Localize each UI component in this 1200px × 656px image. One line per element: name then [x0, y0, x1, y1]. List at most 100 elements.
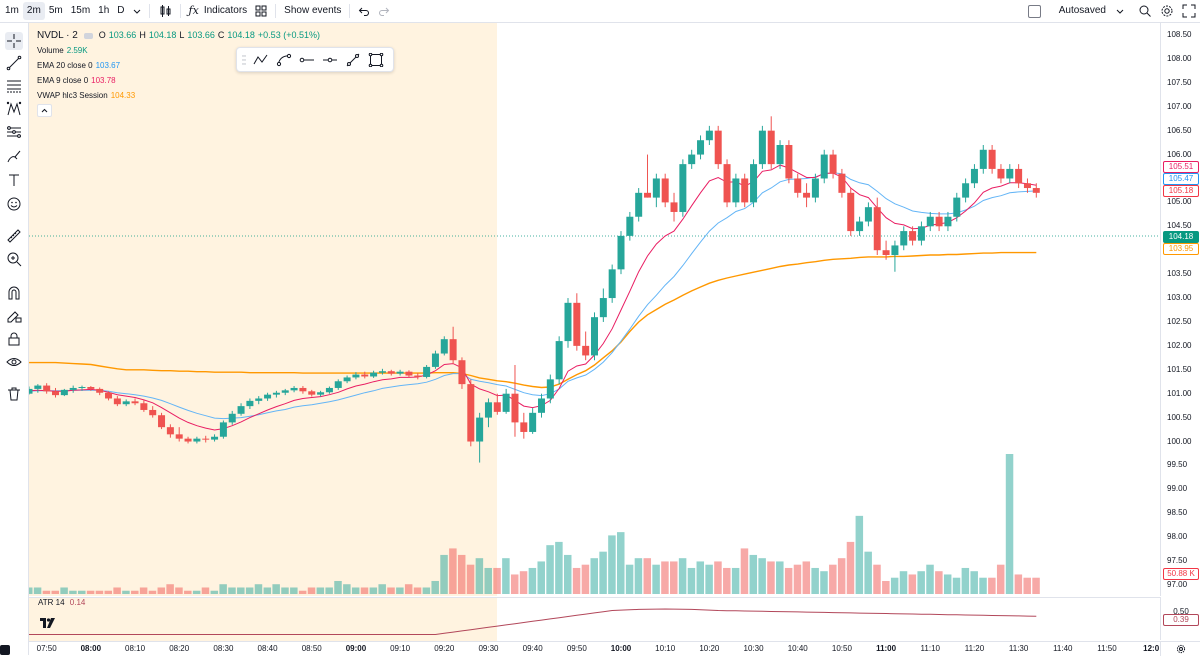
ohlc-low-label: L: [179, 30, 185, 40]
text-tool[interactable]: [5, 171, 23, 189]
atr-pane[interactable]: [29, 597, 1160, 641]
horizontal-line-icon: [323, 57, 337, 62]
layout-checkbox[interactable]: [1027, 4, 1041, 18]
interval-dropdown[interactable]: [129, 2, 145, 20]
vwap-legend-row[interactable]: VWAP hlc3 Session 104.33: [37, 88, 320, 103]
symbol-options-icon[interactable]: [83, 32, 93, 39]
volume-legend-row[interactable]: Volume 2.59K: [37, 43, 320, 58]
quick-search-button[interactable]: [1134, 2, 1156, 20]
indicators-button[interactable]: ƒx Indicators: [185, 2, 252, 20]
candle-body: [644, 192, 652, 198]
interval-1m[interactable]: 1m: [5, 5, 19, 16]
interval-2m[interactable]: 2m: [22, 2, 45, 20]
candle: [732, 173, 740, 208]
candle: [493, 393, 501, 415]
candle-body: [325, 387, 333, 393]
candle: [917, 221, 925, 246]
ray-tool-button[interactable]: [298, 51, 316, 69]
candle-body: [1023, 183, 1031, 189]
volume-bar: [484, 567, 492, 594]
volume-bar: [820, 571, 828, 594]
volume-bar: [661, 561, 669, 594]
candle-body: [308, 391, 316, 395]
fullscreen-button[interactable]: [1178, 2, 1200, 20]
extended-line-tool-button[interactable]: [344, 51, 362, 69]
bottom-corner-button[interactable]: [0, 645, 10, 655]
candle-body: [529, 412, 537, 432]
measure-tool[interactable]: [5, 227, 23, 245]
price-chart[interactable]: [29, 23, 1160, 596]
candle: [78, 385, 86, 391]
fib-tool[interactable]: [5, 77, 23, 95]
candle: [582, 331, 590, 361]
candle-body: [661, 178, 669, 203]
interval-15m[interactable]: 15m: [70, 5, 91, 16]
atr-value: 0.14: [69, 598, 86, 607]
candle-body: [281, 390, 289, 393]
axis-settings-corner[interactable]: [1160, 641, 1200, 656]
ohlc-high-label: H: [139, 30, 146, 40]
rectangle-icon: [368, 52, 384, 67]
autosave-button[interactable]: Autosaved: [1049, 2, 1128, 20]
candle: [909, 226, 917, 246]
crosshair-tool[interactable]: [5, 32, 23, 50]
time-tick: 08:30: [213, 644, 234, 653]
volume-bar: [723, 567, 731, 594]
symbol-title[interactable]: NVDL · 2: [37, 30, 78, 41]
projection-icon: [7, 126, 21, 138]
magnet-tool[interactable]: [5, 284, 23, 302]
candle-body: [29, 388, 33, 394]
zoom-tool[interactable]: [5, 250, 23, 268]
lock-drawings-tool[interactable]: [5, 330, 23, 348]
chart-type-button[interactable]: [154, 2, 176, 20]
horizontal-line-tool-button[interactable]: [321, 51, 339, 69]
show-events-button[interactable]: Show events: [280, 2, 345, 20]
candle: [599, 288, 607, 322]
emoji-tool[interactable]: [5, 195, 23, 213]
volume-bar: [546, 545, 554, 594]
candle-body: [555, 341, 563, 380]
remove-drawings-tool[interactable]: [5, 385, 23, 403]
interval-1h[interactable]: 1h: [98, 5, 110, 16]
time-axis[interactable]: 07:50 08:00 08:10 08:20 08:30 08:40 08:50 09:00…: [29, 641, 1160, 656]
eye-icon: [6, 358, 22, 366]
stay-in-drawing-mode-tool[interactable]: [5, 307, 23, 325]
interval-5m[interactable]: 5m: [48, 5, 63, 16]
layout-templates-button[interactable]: [251, 2, 271, 20]
redo-icon: [379, 7, 390, 16]
pattern-tool[interactable]: [5, 100, 23, 118]
collapse-legend-button[interactable]: [37, 104, 52, 117]
premarket-session-background: [29, 23, 497, 596]
trend-line-tool[interactable]: [5, 54, 23, 72]
candle-body: [891, 245, 899, 255]
tradingview-logo[interactable]: [40, 618, 56, 631]
rectangle-tool-button[interactable]: [367, 51, 385, 69]
candle-body: [582, 345, 590, 356]
price-axis[interactable]: 108.50 108.00 107.50 107.00 106.50 106.00 105.…: [1160, 23, 1200, 596]
path-tool-button[interactable]: [252, 51, 270, 69]
redo-button[interactable]: [374, 2, 394, 20]
atr-legend[interactable]: ATR 14 0.14: [38, 598, 85, 607]
candle: [750, 159, 758, 208]
candle-body: [246, 400, 254, 407]
candle: [555, 336, 563, 385]
fib-retracement-icon: [7, 80, 21, 93]
settings-button[interactable]: [1156, 2, 1178, 20]
candle-body: [882, 250, 890, 255]
undo-button[interactable]: [354, 2, 374, 20]
hide-drawings-tool[interactable]: [5, 353, 23, 371]
interval-D[interactable]: D: [117, 5, 125, 16]
volume-bar: [60, 587, 68, 594]
drag-handle[interactable]: [241, 51, 247, 69]
brush-tool[interactable]: [5, 147, 23, 165]
curve-tool-button[interactable]: [275, 51, 293, 69]
layout-select-button[interactable]: [1024, 2, 1045, 20]
candle-body: [467, 384, 475, 442]
atr-axis[interactable]: 0.50 0.39: [1160, 597, 1200, 640]
volume-bar: [784, 567, 793, 594]
ema9-legend-row[interactable]: EMA 9 close 0 103.78: [37, 73, 320, 88]
volume-bar: [625, 564, 634, 594]
ema20-legend-row[interactable]: EMA 20 close 0 103.67: [37, 58, 320, 73]
price-tick: 105.00: [1167, 197, 1192, 207]
forecast-tool[interactable]: [5, 123, 23, 141]
